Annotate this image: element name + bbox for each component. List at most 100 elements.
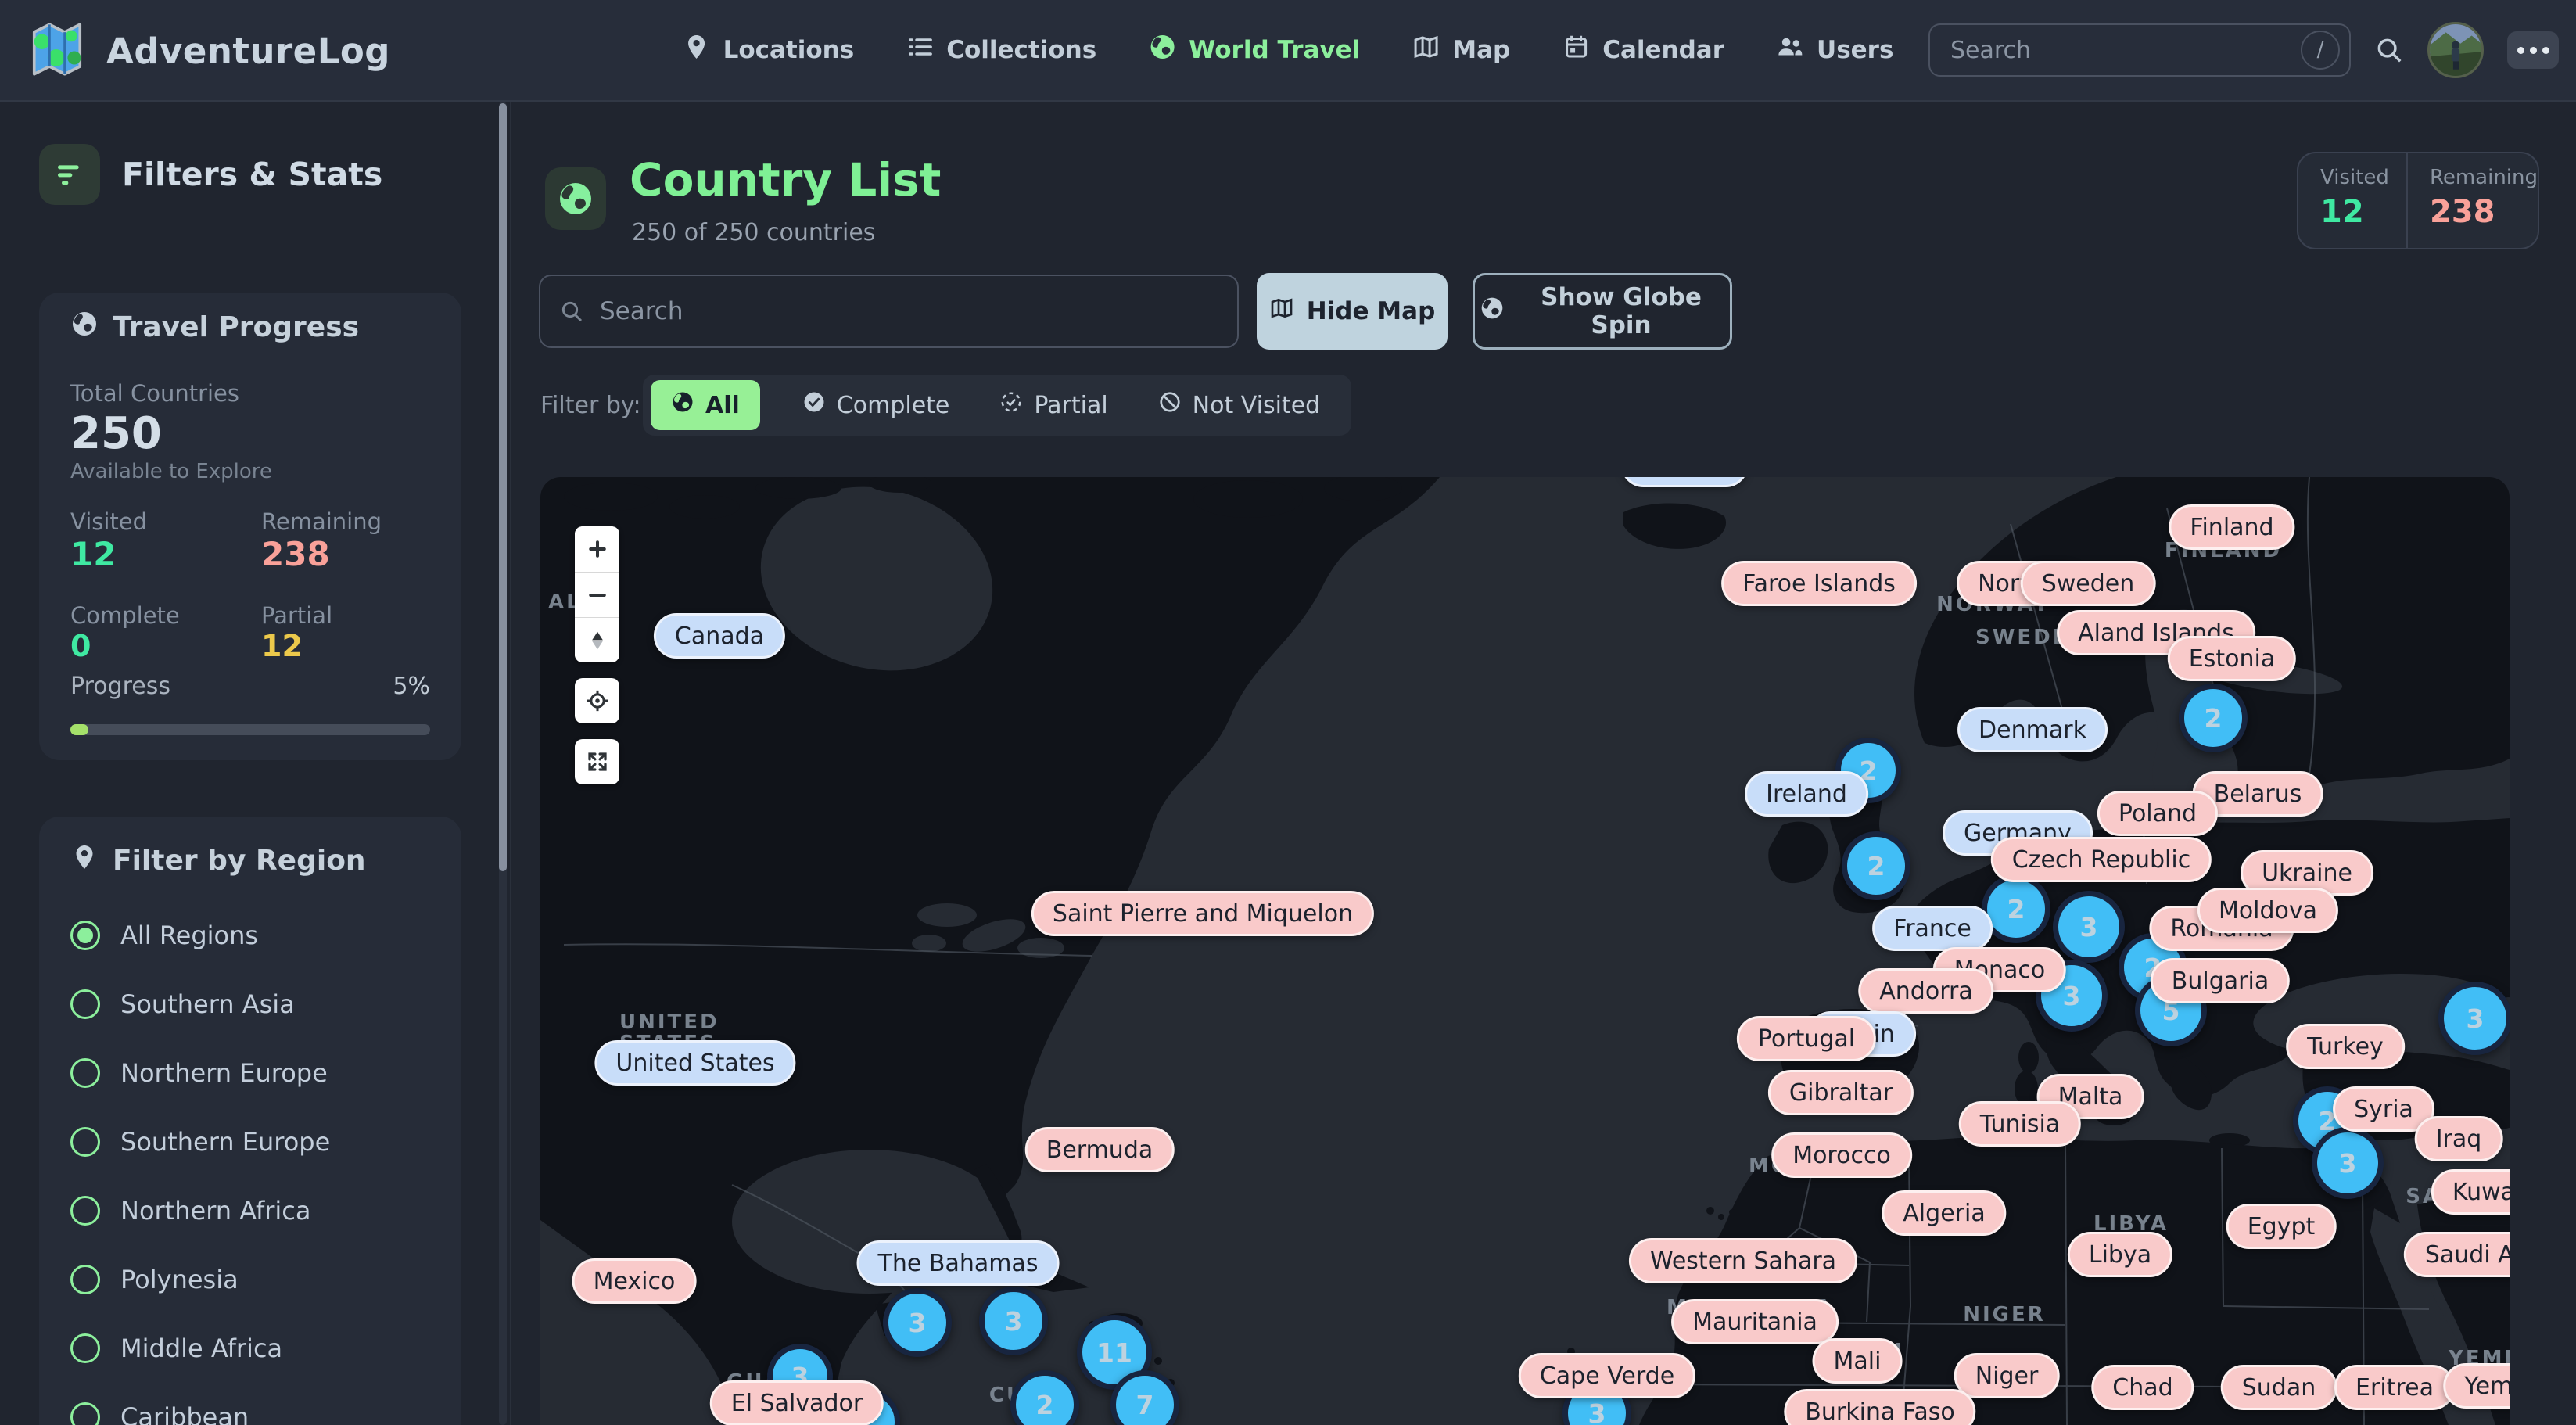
nav-item-locations[interactable]: Locations — [683, 33, 854, 67]
map-country-pill-mexico[interactable]: Mexico — [572, 1258, 697, 1304]
map-country-pill-turkey[interactable]: Turkey — [2286, 1024, 2405, 1069]
radio-icon[interactable] — [70, 1196, 100, 1226]
map-country-pill-burkina-faso[interactable]: Burkina Faso — [1784, 1389, 1976, 1425]
map-country-pill-syria[interactable]: Syria — [2333, 1086, 2434, 1132]
radio-icon[interactable] — [70, 989, 100, 1019]
map-country-pill-saint-pierre-and-miquelon[interactable]: Saint Pierre and Miquelon — [1031, 891, 1375, 936]
map-country-pill-poland[interactable]: Poland — [2097, 791, 2219, 836]
map-country-pill-el-salvador[interactable]: El Salvador — [709, 1380, 884, 1425]
map-cluster-marker[interactable]: 7 — [1110, 1370, 1179, 1425]
map-country-pill-mali[interactable]: Mali — [1812, 1338, 1903, 1384]
map-country-pill-estonia[interactable]: Estonia — [2167, 636, 2297, 681]
map-country-pill-france[interactable]: France — [1872, 906, 1993, 951]
nav-item-world-travel[interactable]: World Travel — [1148, 33, 1360, 67]
map-country-pill-mauritania[interactable]: Mauritania — [1671, 1299, 1839, 1344]
travel-progress-title: Travel Progress — [70, 310, 359, 345]
more-menu-button[interactable] — [2507, 31, 2559, 69]
region-option-caribbean[interactable]: Caribbean — [70, 1383, 438, 1425]
map-country-pill-denmark[interactable]: Denmark — [1957, 707, 2108, 752]
brand[interactable]: AdventureLog — [27, 19, 390, 83]
filter-chip-complete[interactable]: Complete — [795, 380, 958, 430]
search-icon[interactable] — [2374, 35, 2404, 65]
region-option-northern-africa[interactable]: Northern Africa — [70, 1176, 438, 1245]
map-country-pill-sudan[interactable]: Sudan — [2220, 1365, 2337, 1410]
country-search-box[interactable] — [539, 275, 1239, 348]
world-map[interactable]: UNITEDSTATESCUBAGUATNORWAYSWEDENFINLANDL… — [540, 477, 2510, 1425]
map-country-pill-iceland[interactable]: Iceland — [1620, 477, 1749, 487]
map-country-pill-cape-verde[interactable]: Cape Verde — [1518, 1353, 1696, 1398]
map-country-pill-gibraltar[interactable]: Gibraltar — [1767, 1070, 1914, 1115]
radio-icon[interactable] — [70, 1265, 100, 1294]
filter-chip-partial[interactable]: Partial — [992, 380, 1115, 430]
region-option-all-regions[interactable]: All Regions — [70, 901, 438, 970]
map-cluster-marker[interactable]: 2 — [2179, 684, 2248, 752]
radio-icon[interactable] — [70, 1333, 100, 1363]
show-globe-spin-button[interactable]: Show Globe Spin — [1473, 273, 1732, 350]
map-cluster-marker[interactable]: 3 — [2036, 960, 2108, 1032]
map-compass-button[interactable] — [575, 617, 619, 662]
radio-icon[interactable] — [70, 1127, 100, 1157]
map-country-pill-moldova[interactable]: Moldova — [2197, 888, 2339, 933]
avatar[interactable] — [2427, 22, 2484, 78]
map-cluster-marker[interactable]: 3 — [2312, 1127, 2384, 1199]
map-country-pill-iraq[interactable]: Iraq — [2414, 1116, 2503, 1161]
map-country-pill-ireland[interactable]: Ireland — [1745, 771, 1868, 817]
hide-map-button[interactable]: Hide Map — [1257, 273, 1448, 350]
map-cluster-marker[interactable]: 2 — [1842, 831, 1910, 900]
slash-icon — [1158, 390, 1182, 420]
filter-by-label: Filter by: — [540, 392, 641, 419]
nav-item-map[interactable]: Map — [1412, 33, 1510, 67]
map-country-pill-bulgaria[interactable]: Bulgaria — [2150, 958, 2291, 1003]
region-option-northern-europe[interactable]: Northern Europe — [70, 1039, 438, 1107]
nav-item-users[interactable]: Users — [1776, 33, 1893, 67]
map-country-pill-bermuda[interactable]: Bermuda — [1024, 1127, 1175, 1172]
region-option-southern-europe[interactable]: Southern Europe — [70, 1107, 438, 1176]
map-cluster-marker[interactable]: 3 — [883, 1288, 952, 1357]
map-country-pill-algeria[interactable]: Algeria — [1882, 1190, 2007, 1236]
map-country-pill-egypt[interactable]: Egypt — [2226, 1204, 2337, 1249]
map-country-pill-portugal[interactable]: Portugal — [1736, 1016, 1877, 1061]
map-country-pill-czech-republic[interactable]: Czech Republic — [1990, 837, 2212, 882]
map-country-pill-canada[interactable]: Canada — [653, 613, 786, 659]
map-cluster-marker[interactable]: 3 — [2438, 982, 2510, 1055]
app-logo-icon — [27, 19, 88, 83]
map-cluster-marker[interactable]: 2 — [1010, 1370, 1079, 1425]
map-fullscreen-button[interactable] — [575, 739, 619, 784]
map-country-pill-niger[interactable]: Niger — [1954, 1353, 2060, 1398]
country-search-input[interactable] — [598, 296, 1218, 326]
radio-icon[interactable] — [70, 1402, 100, 1425]
map-country-pill-chad[interactable]: Chad — [2091, 1365, 2194, 1410]
navbar: AdventureLog Locations Collections World… — [0, 0, 2576, 102]
map-country-pill-faroe-islands[interactable]: Faroe Islands — [1721, 561, 1917, 606]
map-country-pill-andorra[interactable]: Andorra — [1858, 968, 1994, 1014]
nav-item-collections[interactable]: Collections — [906, 33, 1096, 67]
map-country-pill-saudi-arabia[interactable]: Saudi Arabia — [2403, 1232, 2510, 1277]
map-country-pill-libya[interactable]: Libya — [2067, 1232, 2173, 1277]
sidebar-scrollbar-thumb[interactable] — [499, 103, 507, 871]
region-option-middle-africa[interactable]: Middle Africa — [70, 1314, 438, 1383]
map-country-pill-yemen[interactable]: Yemen — [2443, 1363, 2510, 1409]
map-country-pill-morocco[interactable]: Morocco — [1771, 1132, 1912, 1178]
map-country-pill-eritrea[interactable]: Eritrea — [2334, 1365, 2455, 1410]
map-country-pill-united-states[interactable]: United States — [594, 1040, 796, 1086]
map-country-pill-finland[interactable]: Finland — [2169, 504, 2295, 550]
filter-chip-all[interactable]: All — [651, 380, 760, 430]
map-country-pill-the-bahamas[interactable]: The Bahamas — [856, 1240, 1060, 1286]
radio-icon[interactable] — [70, 1058, 100, 1088]
map-cluster-marker[interactable]: 3 — [979, 1287, 1048, 1355]
nav-search-box[interactable]: / — [1928, 23, 2351, 77]
map-country-pill-western-sahara[interactable]: Western Sahara — [1628, 1238, 1858, 1283]
radio-icon[interactable] — [70, 921, 100, 950]
map-locate-button[interactable] — [575, 678, 619, 723]
map-country-pill-tunisia[interactable]: Tunisia — [1958, 1101, 2082, 1147]
region-option-polynesia[interactable]: Polynesia — [70, 1245, 438, 1314]
map-country-pill-sweden[interactable]: Sweden — [2020, 561, 2156, 606]
filter-chip-not-visited[interactable]: Not Visited — [1150, 380, 1329, 430]
map-country-pill-kuwait[interactable]: Kuwait — [2431, 1169, 2510, 1215]
map-cluster-marker[interactable]: 3 — [2053, 891, 2125, 963]
map-zoom-out-button[interactable] — [575, 572, 619, 617]
map-zoom-in-button[interactable] — [575, 526, 619, 572]
nav-search-input[interactable] — [1949, 35, 2291, 65]
region-option-southern-asia[interactable]: Southern Asia — [70, 970, 438, 1039]
nav-item-calendar[interactable]: Calendar — [1562, 33, 1724, 67]
